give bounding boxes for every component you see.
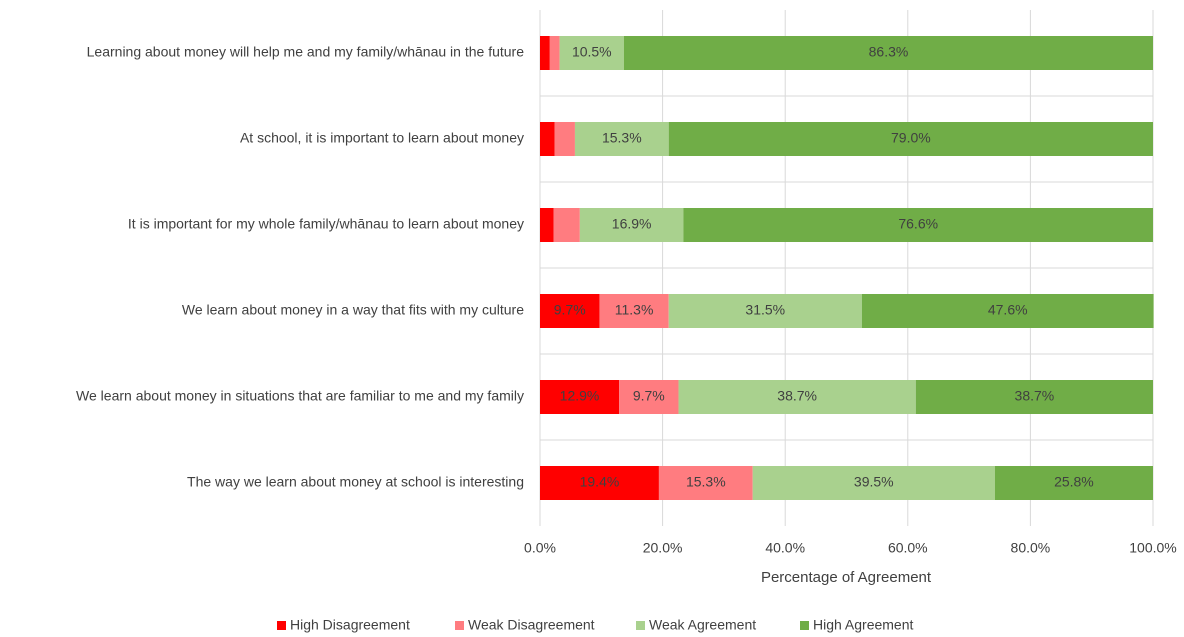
y-tick-label: We learn about money in a way that fits … [182, 302, 524, 318]
data-label: 76.6% [898, 216, 938, 232]
data-label: 15.3% [602, 130, 642, 146]
bar-segment [579, 208, 684, 242]
bar-segment [683, 208, 1153, 242]
y-tick-label: It is important for my whole family/whān… [128, 216, 524, 232]
bar-segment [619, 380, 679, 414]
legend-label: Weak Disagreement [468, 617, 595, 633]
data-label: 15.3% [686, 474, 726, 490]
bar-segment [623, 36, 1153, 70]
y-tick-label: At school, it is important to learn abou… [240, 130, 524, 146]
bar-segment [915, 380, 1153, 414]
data-label: 86.3% [869, 44, 909, 60]
x-tick-label: 20.0% [643, 540, 683, 556]
bar-segment [540, 294, 600, 328]
data-label: 19.4% [580, 474, 620, 490]
data-label: 31.5% [745, 302, 785, 318]
legend-swatch [455, 621, 464, 630]
data-label: 11.3% [615, 302, 654, 318]
bar-segment [994, 466, 1153, 500]
data-label: 10.5% [572, 44, 612, 60]
y-tick-label: Learning about money will help me and my… [87, 44, 525, 60]
data-label: 12.9% [560, 388, 600, 404]
x-axis-title: Percentage of Agreement [761, 569, 932, 586]
bar-segment [668, 294, 862, 328]
data-label: 47.6% [988, 302, 1028, 318]
bar-segment [559, 36, 624, 70]
bar-segment [599, 294, 669, 328]
bar-segment [668, 122, 1153, 156]
bar-segment [540, 466, 659, 500]
bar-segment [678, 380, 916, 414]
y-tick-label: We learn about money in situations that … [76, 388, 524, 404]
bar-segment [554, 122, 575, 156]
x-tick-label: 40.0% [765, 540, 805, 556]
bar-segment [549, 36, 560, 70]
data-label: 16.9% [612, 216, 652, 232]
bar-segment [540, 36, 550, 70]
x-tick-label: 100.0% [1129, 540, 1176, 556]
legend-label: High Disagreement [290, 617, 410, 633]
bar-segment [540, 208, 554, 242]
data-label: 9.7% [554, 302, 586, 318]
x-tick-label: 0.0% [524, 540, 556, 556]
bar-segment [752, 466, 995, 500]
legend-swatch [800, 621, 809, 630]
bar-segment [540, 380, 620, 414]
x-tick-label: 60.0% [888, 540, 928, 556]
legend-label: High Agreement [813, 617, 914, 633]
data-label: 25.8% [1054, 474, 1094, 490]
bar-segment [861, 294, 1154, 328]
legend-swatch [277, 621, 286, 630]
data-label: 38.7% [1015, 388, 1055, 404]
bar-segment [553, 208, 580, 242]
y-tick-label: The way we learn about money at school i… [187, 474, 524, 490]
legend-label: Weak Agreement [649, 617, 756, 633]
data-label: 9.7% [633, 388, 665, 404]
bar-segment [658, 466, 753, 500]
bar-segment [540, 122, 555, 156]
data-label: 39.5% [854, 474, 894, 490]
bar-segment [574, 122, 669, 156]
x-tick-label: 80.0% [1011, 540, 1051, 556]
data-label: 38.7% [777, 388, 817, 404]
data-label: 79.0% [891, 130, 931, 146]
legend-swatch [636, 621, 645, 630]
